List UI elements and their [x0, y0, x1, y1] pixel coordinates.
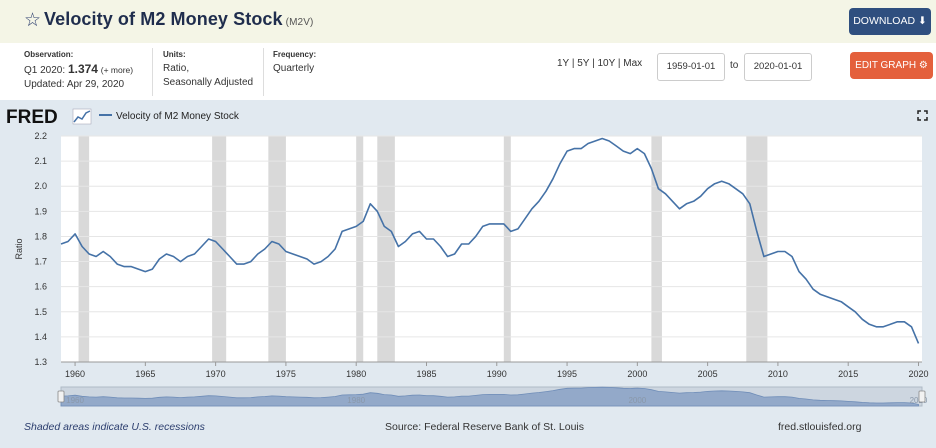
expand-icon[interactable]: [917, 110, 928, 121]
range-5y[interactable]: 5Y: [577, 58, 590, 69]
navigator-label: 2000: [628, 396, 646, 405]
download-button[interactable]: DOWNLOAD ⬇: [849, 8, 931, 35]
frequency-value: Quarterly: [273, 63, 315, 74]
range-selector: 1Y | 5Y | 10Y | Max: [557, 58, 642, 69]
x-tick-label: 1975: [276, 369, 296, 379]
range-max[interactable]: Max: [623, 58, 643, 69]
series-line: [60, 137, 920, 344]
plot-area: [61, 136, 922, 362]
recession-band: [268, 136, 286, 362]
download-label: DOWNLOAD: [853, 15, 916, 27]
end-date-input[interactable]: 2020-01-01: [744, 53, 812, 81]
y-tick-label: 1.3: [34, 357, 47, 367]
x-tick-label: 2000: [627, 369, 647, 379]
recession-band: [746, 136, 768, 362]
to-label: to: [730, 60, 739, 71]
title-bar: [0, 0, 936, 43]
x-tick-label: 1970: [206, 369, 226, 379]
navigator-label: 1980: [347, 396, 365, 405]
range-separator: |: [571, 58, 575, 69]
recession-band: [356, 136, 364, 362]
y-tick-label: 2.0: [34, 181, 47, 191]
y-axis-label: Ratio: [14, 238, 24, 259]
y-tick-label: 2.2: [34, 131, 47, 141]
y-tick-label: 1.8: [34, 231, 47, 241]
source-label: Source: Federal Reserve Bank of St. Loui…: [385, 421, 585, 433]
legend-label: Velocity of M2 Money Stock: [116, 111, 240, 122]
navigator-label: 1960: [66, 396, 84, 405]
observation-period: Q1 2020:: [24, 65, 66, 76]
download-icon: ⬇: [917, 15, 927, 27]
navigator-handle[interactable]: [918, 390, 926, 403]
recession-band: [651, 136, 662, 362]
star-outline-icon[interactable]: ☆: [24, 10, 42, 31]
x-tick-label: 1985: [416, 369, 436, 379]
frequency-label: Frequency:: [273, 50, 317, 59]
observation-block: Observation: Q1 2020: 1.374 (+ more) Upd…: [24, 48, 133, 92]
edit-graph-button[interactable]: EDIT GRAPH ⚙: [850, 52, 933, 79]
x-tick-label: 1995: [557, 369, 577, 379]
y-tick-label: 1.4: [34, 332, 47, 342]
units-line1: Ratio,: [163, 63, 190, 74]
y-tick-label: 1.9: [34, 206, 47, 216]
y-tick-label: 2.1: [34, 156, 47, 166]
y-tick-label: 1.5: [34, 307, 47, 317]
units-block: Units: Ratio, Seasonally Adjusted: [163, 48, 253, 90]
navigator-area: [60, 386, 919, 407]
fred-logo-text: FRED: [6, 107, 58, 128]
range-10y[interactable]: 10Y: [597, 58, 616, 69]
y-tick-label: 1.6: [34, 282, 47, 292]
x-tick-label: 2015: [838, 369, 858, 379]
navigator-handle[interactable]: [57, 390, 65, 403]
start-date-input[interactable]: 1959-01-01: [657, 53, 725, 81]
range-separator: |: [592, 58, 595, 69]
updated-date: Updated: Apr 29, 2020: [24, 79, 125, 90]
x-tick-label: 2010: [768, 369, 788, 379]
x-tick-label: 1980: [346, 369, 366, 379]
y-tick-label: 1.7: [34, 257, 47, 267]
site-link[interactable]: fred.stlouisfed.org: [778, 421, 862, 433]
observation-label: Observation:: [24, 50, 74, 59]
x-tick-label: 1965: [135, 369, 155, 379]
edit-graph-label: EDIT GRAPH: [855, 60, 917, 71]
chart-svg[interactable]: FRED Velocity of M2 Money Stock Ratio 1.…: [0, 100, 936, 420]
frequency-block: Frequency: Quarterly: [273, 48, 316, 76]
recession-note-link[interactable]: Shaded areas indicate U.S. recessions: [24, 421, 205, 433]
range-1y[interactable]: 1Y: [557, 58, 570, 69]
observation-value: 1.374: [67, 62, 98, 76]
fred-logo-icon: [72, 108, 92, 125]
observation-more-link[interactable]: (+ more): [100, 65, 134, 75]
x-tick-label: 1990: [487, 369, 507, 379]
units-line2: Seasonally Adjusted: [163, 77, 254, 88]
x-tick-label: 1960: [65, 369, 85, 379]
meta-divider: [263, 48, 264, 96]
recession-band: [377, 136, 395, 362]
units-label: Units:: [163, 50, 186, 59]
series-code: (M2V): [285, 17, 314, 28]
x-tick-label: 2020: [908, 369, 928, 379]
series-title: Velocity of M2 Money Stock (M2V): [44, 9, 313, 30]
x-tick-label: 2005: [698, 369, 718, 379]
meta-divider: [152, 48, 153, 96]
series-title-text: Velocity of M2 Money Stock: [44, 9, 283, 29]
fred-logo: FRED: [6, 107, 92, 128]
recession-band: [212, 136, 227, 362]
recession-band: [503, 136, 511, 362]
range-separator: |: [617, 58, 621, 69]
gear-icon: ⚙: [918, 60, 928, 71]
